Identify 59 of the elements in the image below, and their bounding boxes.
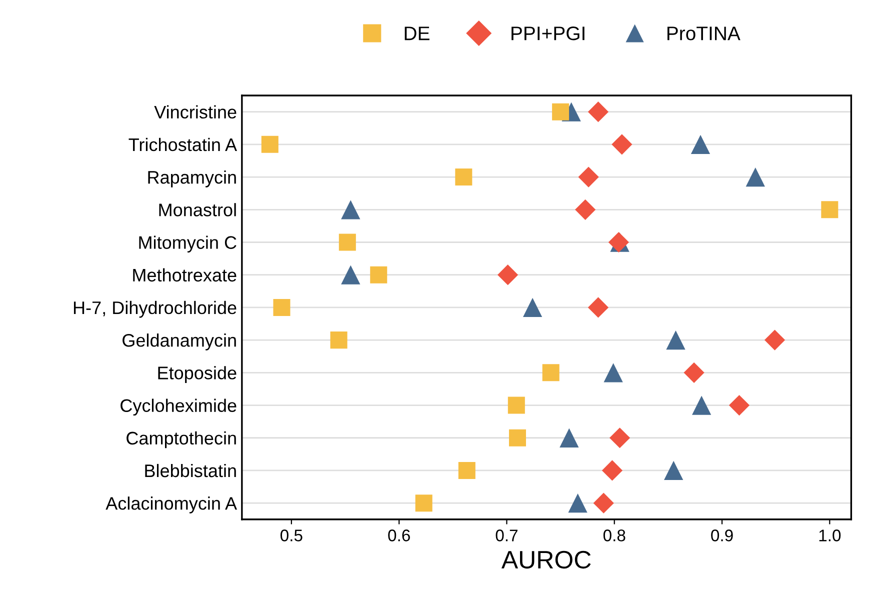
y-tick-label: H-7, Dihydrochloride <box>74 300 236 318</box>
point <box>542 364 560 382</box>
point <box>458 462 476 479</box>
y-tick-label: Etoposide <box>158 366 236 383</box>
x-tick-label: 1.0 <box>819 530 841 542</box>
point <box>370 266 388 284</box>
y-tick-label: Monastrol <box>159 203 236 216</box>
point <box>666 330 686 350</box>
point <box>508 429 526 446</box>
y-tick-label: Geldanamycin <box>122 334 236 350</box>
y-tick-label: Cycloheximide <box>120 398 236 416</box>
point <box>508 396 525 414</box>
y-tick-label: Trichostatin A <box>128 138 238 152</box>
point <box>664 460 684 480</box>
point <box>560 428 579 448</box>
x-axis-title: AUROC <box>501 550 591 569</box>
point <box>455 168 472 186</box>
point <box>612 134 632 155</box>
x-tick-label: 0.7 <box>496 530 518 542</box>
point <box>552 103 570 120</box>
x-tick-label: 0.6 <box>388 530 410 542</box>
point <box>588 297 609 318</box>
x-tick-label: 0.5 <box>280 530 302 542</box>
y-tick-label: Aclacinomycin A <box>106 496 238 514</box>
y-tick-label: Methotrexate <box>133 268 236 282</box>
point <box>498 264 518 286</box>
point <box>522 298 542 318</box>
point <box>821 201 838 218</box>
x-tick-label: 0.9 <box>711 530 733 542</box>
legend-label: PPI+PGI <box>512 26 584 40</box>
point <box>746 167 765 187</box>
point <box>728 394 750 416</box>
point <box>593 492 614 514</box>
y-tick-label: Vincristine <box>154 105 236 119</box>
point <box>568 494 588 513</box>
point <box>602 460 623 481</box>
point <box>273 298 290 316</box>
y-tick-label: Mitomycin C <box>139 236 236 253</box>
legend-label: DE <box>404 26 430 40</box>
y-tick-label: Rapamycin <box>148 170 236 188</box>
point <box>261 136 278 153</box>
point <box>338 234 356 251</box>
point <box>415 494 432 512</box>
point <box>604 363 623 382</box>
y-tick-label: Camptothecin <box>126 431 236 448</box>
point <box>690 134 710 154</box>
point <box>588 102 609 122</box>
legend-label: ProTINA <box>667 26 740 40</box>
point <box>578 166 599 188</box>
y-tick-label: Blebbistatin <box>145 464 236 478</box>
point <box>341 200 360 220</box>
point <box>330 332 348 349</box>
point <box>575 199 596 220</box>
point <box>692 396 712 415</box>
point <box>341 265 360 284</box>
point <box>684 362 704 383</box>
point <box>609 428 630 448</box>
x-tick-label: 0.8 <box>603 530 626 542</box>
point <box>764 330 786 350</box>
